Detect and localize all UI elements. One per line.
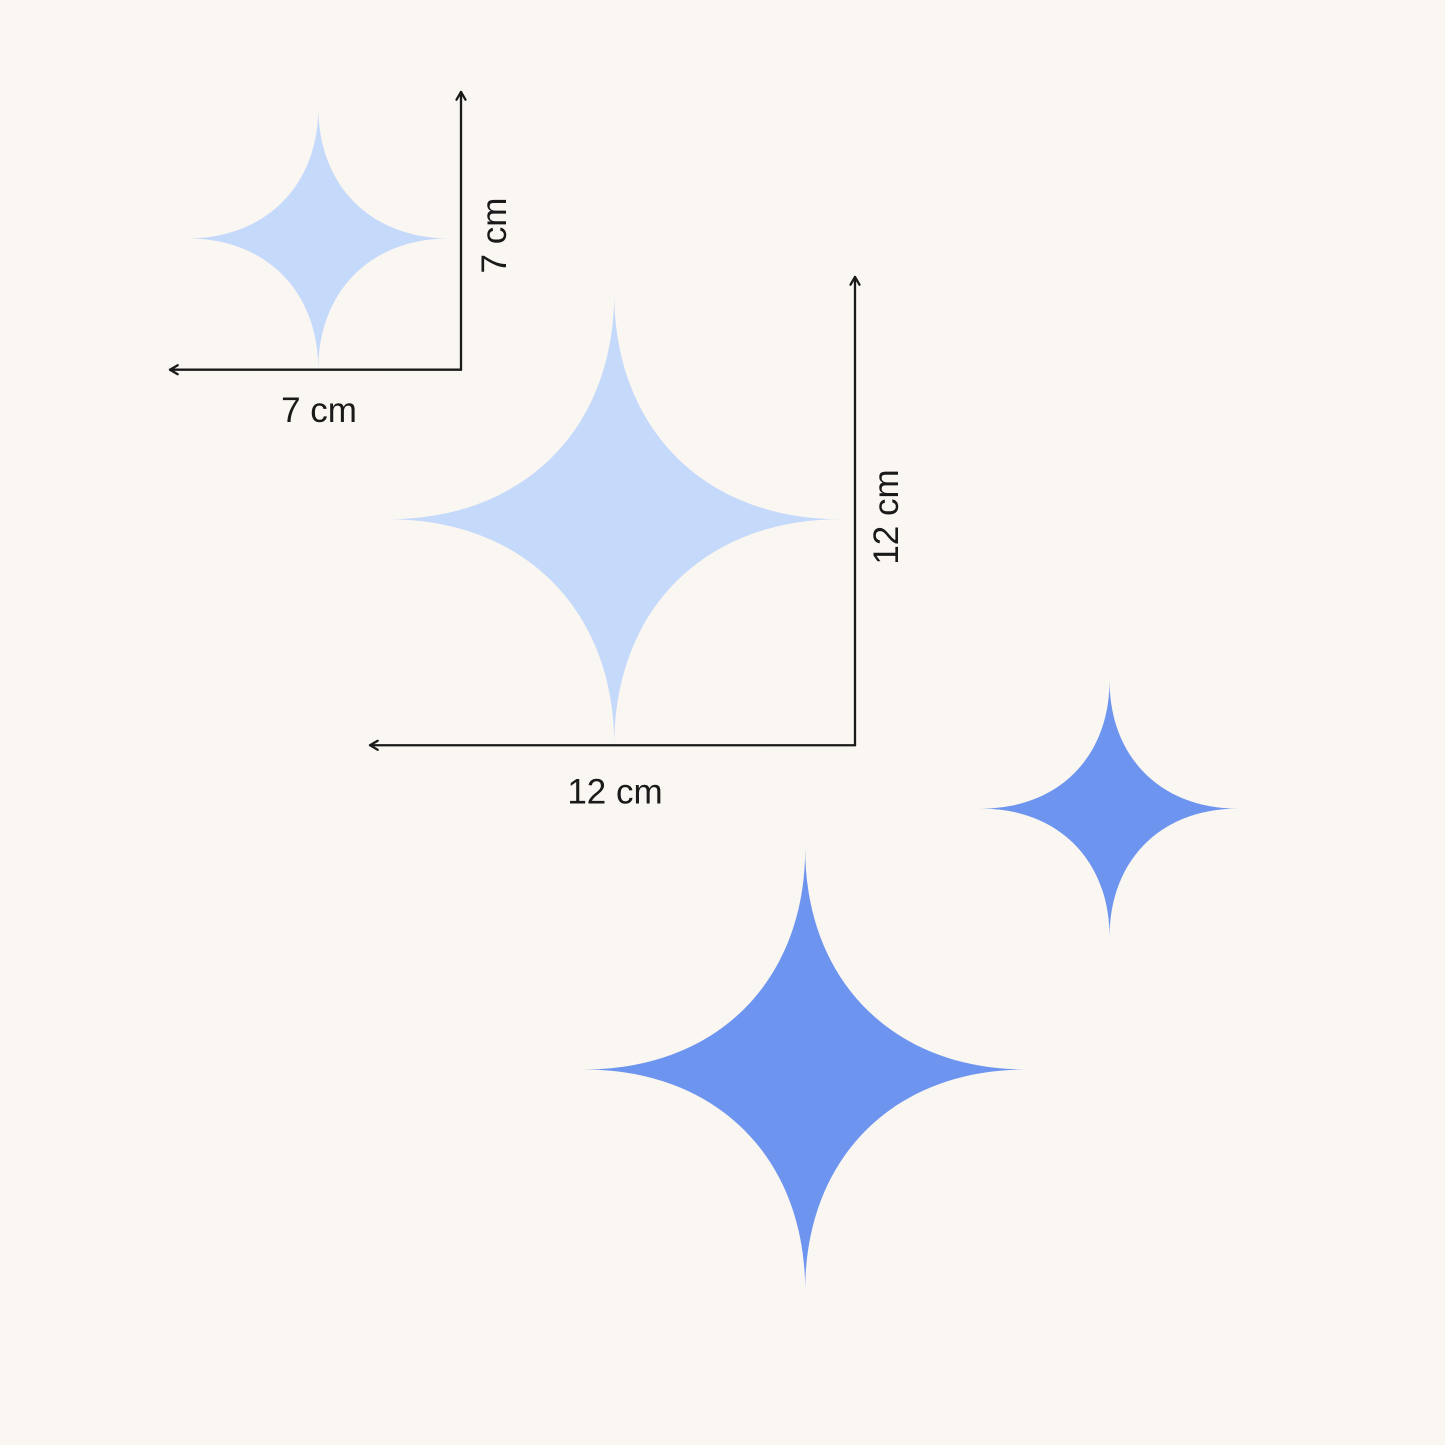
svg-text:7 cm: 7 cm — [475, 198, 514, 274]
svg-text:12 cm: 12 cm — [567, 773, 662, 812]
svg-text:12 cm: 12 cm — [867, 469, 906, 564]
svg-text:7 cm: 7 cm — [281, 391, 357, 430]
